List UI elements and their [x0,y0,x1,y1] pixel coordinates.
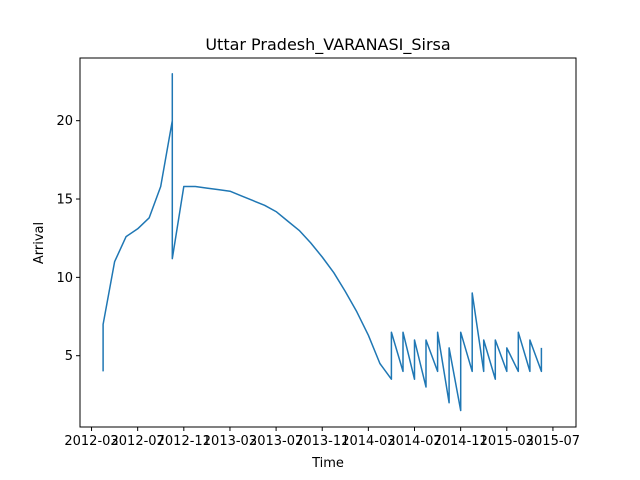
x-tick-label: 2013-07 [249,434,303,449]
y-tick-label: 10 [56,271,73,286]
x-tick-label: 2013-03 [203,434,257,449]
y-tick-label: 15 [56,193,73,208]
x-axis-label: Time [311,456,344,471]
x-tick-label: 2012-03 [64,434,118,449]
y-axis-label: Arrival [32,222,47,264]
x-tick-label: 2012-07 [111,434,165,449]
x-tick-label: 2015-07 [526,434,580,449]
x-tick-label: 2013-11 [295,434,349,449]
x-tick-label: 2015-03 [480,434,534,449]
plot-frame [79,57,577,428]
y-tick-label: 20 [56,114,73,129]
x-tick-label: 2014-11 [433,434,487,449]
x-tick-label: 2014-03 [341,434,395,449]
y-tick-label: 5 [65,349,73,364]
x-tick-label: 2012-11 [157,434,211,449]
x-tick-label: 2014-07 [387,434,441,449]
data-line [102,72,543,412]
chart-title: Uttar Pradesh_VARANASI_Sirsa [205,35,450,55]
